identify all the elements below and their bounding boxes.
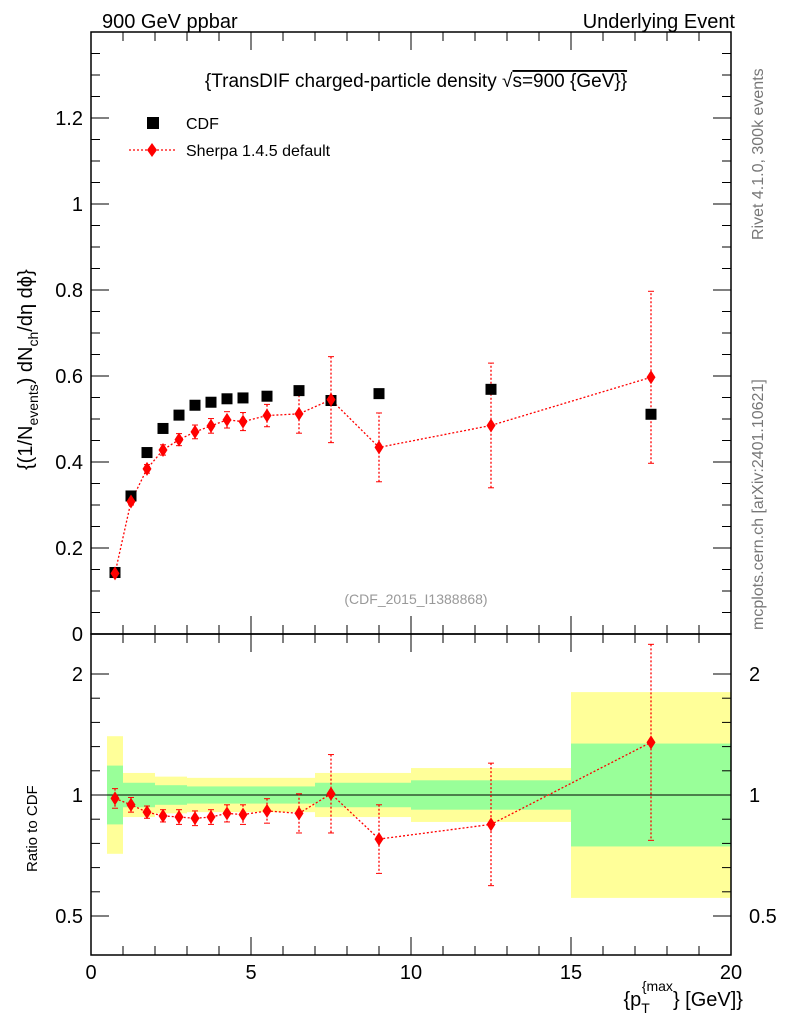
mc-point [142, 461, 152, 476]
ylabel-part1: {(1/N [15, 426, 37, 470]
ratio-y-tick-label: 2 [72, 664, 83, 686]
data-point [645, 408, 657, 420]
data-point [157, 422, 169, 434]
ylabel-part3: /dη dϕ} [15, 269, 37, 332]
main-axis-ticks [90, 31, 732, 635]
x-tick-label: 15 [560, 962, 582, 984]
ratio-y-tick-label-right: 0.5 [749, 906, 777, 928]
data-point [141, 447, 153, 459]
main-y-tick-label: 0.6 [55, 366, 83, 388]
xlabel-sub: T [641, 1000, 650, 1016]
ylabel-sub1: events [25, 384, 41, 425]
ratio-point [326, 786, 336, 801]
main-panel: 0 0.2 0.4 0.6 0.8 1 1.2 {TransDIF charged-part… [15, 31, 732, 646]
x-tick-labels: 0 5 10 15 20 [85, 962, 742, 984]
data-point [293, 385, 305, 397]
ratio-y-tick-label-right: 1 [749, 785, 760, 807]
data-point [485, 383, 497, 395]
ratio-y-axis-label: Ratio to CDF [24, 785, 41, 872]
header-left-label: 900 GeV ppbar [102, 11, 238, 33]
main-y-tick-label: 0.8 [55, 280, 83, 302]
mc-point [174, 432, 184, 447]
ratio-point [110, 791, 120, 806]
data-point [205, 396, 217, 408]
data-point [373, 388, 385, 400]
ratio-point [190, 811, 200, 826]
mc-point [294, 406, 304, 421]
legend-data-marker [147, 117, 159, 129]
legend: CDF Sherpa 1.4.5 default [129, 116, 331, 160]
data-points [109, 383, 657, 579]
chart-title-part1: {TransDIF charged-particle density [205, 71, 502, 92]
x-tick-label: 5 [245, 962, 256, 984]
data-point [221, 393, 233, 405]
ratio-frame [90, 633, 732, 956]
main-y-tick-labels: 0 0.2 0.4 0.6 0.8 1 1.2 [55, 108, 83, 646]
ratio-point [174, 810, 184, 825]
ratio-point [238, 807, 248, 822]
legend-mc-label: Sherpa 1.4.5 default [186, 143, 331, 160]
data-point [173, 409, 185, 421]
chart-title: {TransDIF charged-particle density √s=90… [205, 71, 627, 92]
data-point [237, 392, 249, 404]
mcplots-credit-label: mcplots.cern.ch [arXiv:2401.10621] [750, 379, 767, 630]
mc-point [126, 494, 136, 509]
main-y-axis-label: {(1/Nevents) dNch/dη dϕ} [15, 269, 41, 470]
ratio-point [158, 808, 168, 823]
rivet-version-label: Rivet 4.1.0, 300k events [750, 68, 767, 240]
chart-title-part2: s=900 {GeV}} [512, 71, 627, 92]
mc-point [110, 566, 120, 581]
chart-title-sqrt: √ [502, 71, 513, 92]
xlabel-sup: {max [642, 978, 673, 994]
x-tick-label: 20 [720, 962, 742, 984]
ratio-point [646, 735, 656, 750]
legend-data-label: CDF [186, 116, 219, 133]
ylabel-part2: ) dN [15, 346, 37, 384]
ratio-point [222, 806, 232, 821]
ratio-point [486, 817, 496, 832]
data-point [261, 390, 273, 402]
mc-point [158, 442, 168, 457]
mc-point [646, 370, 656, 385]
ratio-panel: 0.5 0.5 1 1 2 2 0 5 10 15 20 Ratio to CDF {pT {max… [24, 633, 777, 1016]
main-y-tick-label: 1 [72, 194, 83, 216]
x-axis-label: {pT {max} [GeV]} [623, 978, 743, 1016]
main-y-tick-label: 0.4 [55, 452, 83, 474]
ratio-line [114, 741, 652, 840]
ratio-point [374, 832, 384, 847]
ratio-y-tick-labels: 0.5 0.5 1 1 2 2 [55, 664, 777, 928]
main-y-tick-label: 1.2 [55, 108, 83, 130]
mc-point [206, 418, 216, 433]
ratio-point [206, 810, 216, 825]
ratio-mc-points [110, 735, 656, 847]
mc-point [238, 414, 248, 429]
mc-point [486, 418, 496, 433]
ratio-mc-line [114, 741, 652, 840]
mc-point [190, 424, 200, 439]
ylabel-sub2: ch [25, 332, 41, 347]
ratio-point [126, 797, 136, 812]
main-y-tick-label: 0 [72, 624, 83, 646]
mc-point [326, 392, 336, 407]
legend-mc-marker [147, 143, 157, 157]
ratio-y-tick-label-right: 2 [749, 664, 760, 686]
main-y-tick-label: 0.2 [55, 538, 83, 560]
analysis-id-watermark: (CDF_2015_I1388868) [344, 591, 487, 607]
ratio-point [262, 803, 272, 818]
data-point [189, 399, 201, 411]
ratio-y-tick-label: 1 [72, 785, 83, 807]
mc-points [110, 370, 656, 581]
x-tick-label: 0 [85, 962, 96, 984]
xlabel-part2: } [GeV]} [673, 989, 743, 1011]
ratio-point [142, 805, 152, 820]
x-tick-label: 10 [400, 962, 422, 984]
mc-point [262, 408, 272, 423]
mc-point [222, 412, 232, 427]
ratio-y-tick-label: 0.5 [55, 906, 83, 928]
header-right-label: Underlying Event [583, 11, 736, 33]
xlabel-part1: {p [623, 989, 641, 1011]
mc-point [374, 440, 384, 455]
ratio-point [294, 806, 304, 821]
